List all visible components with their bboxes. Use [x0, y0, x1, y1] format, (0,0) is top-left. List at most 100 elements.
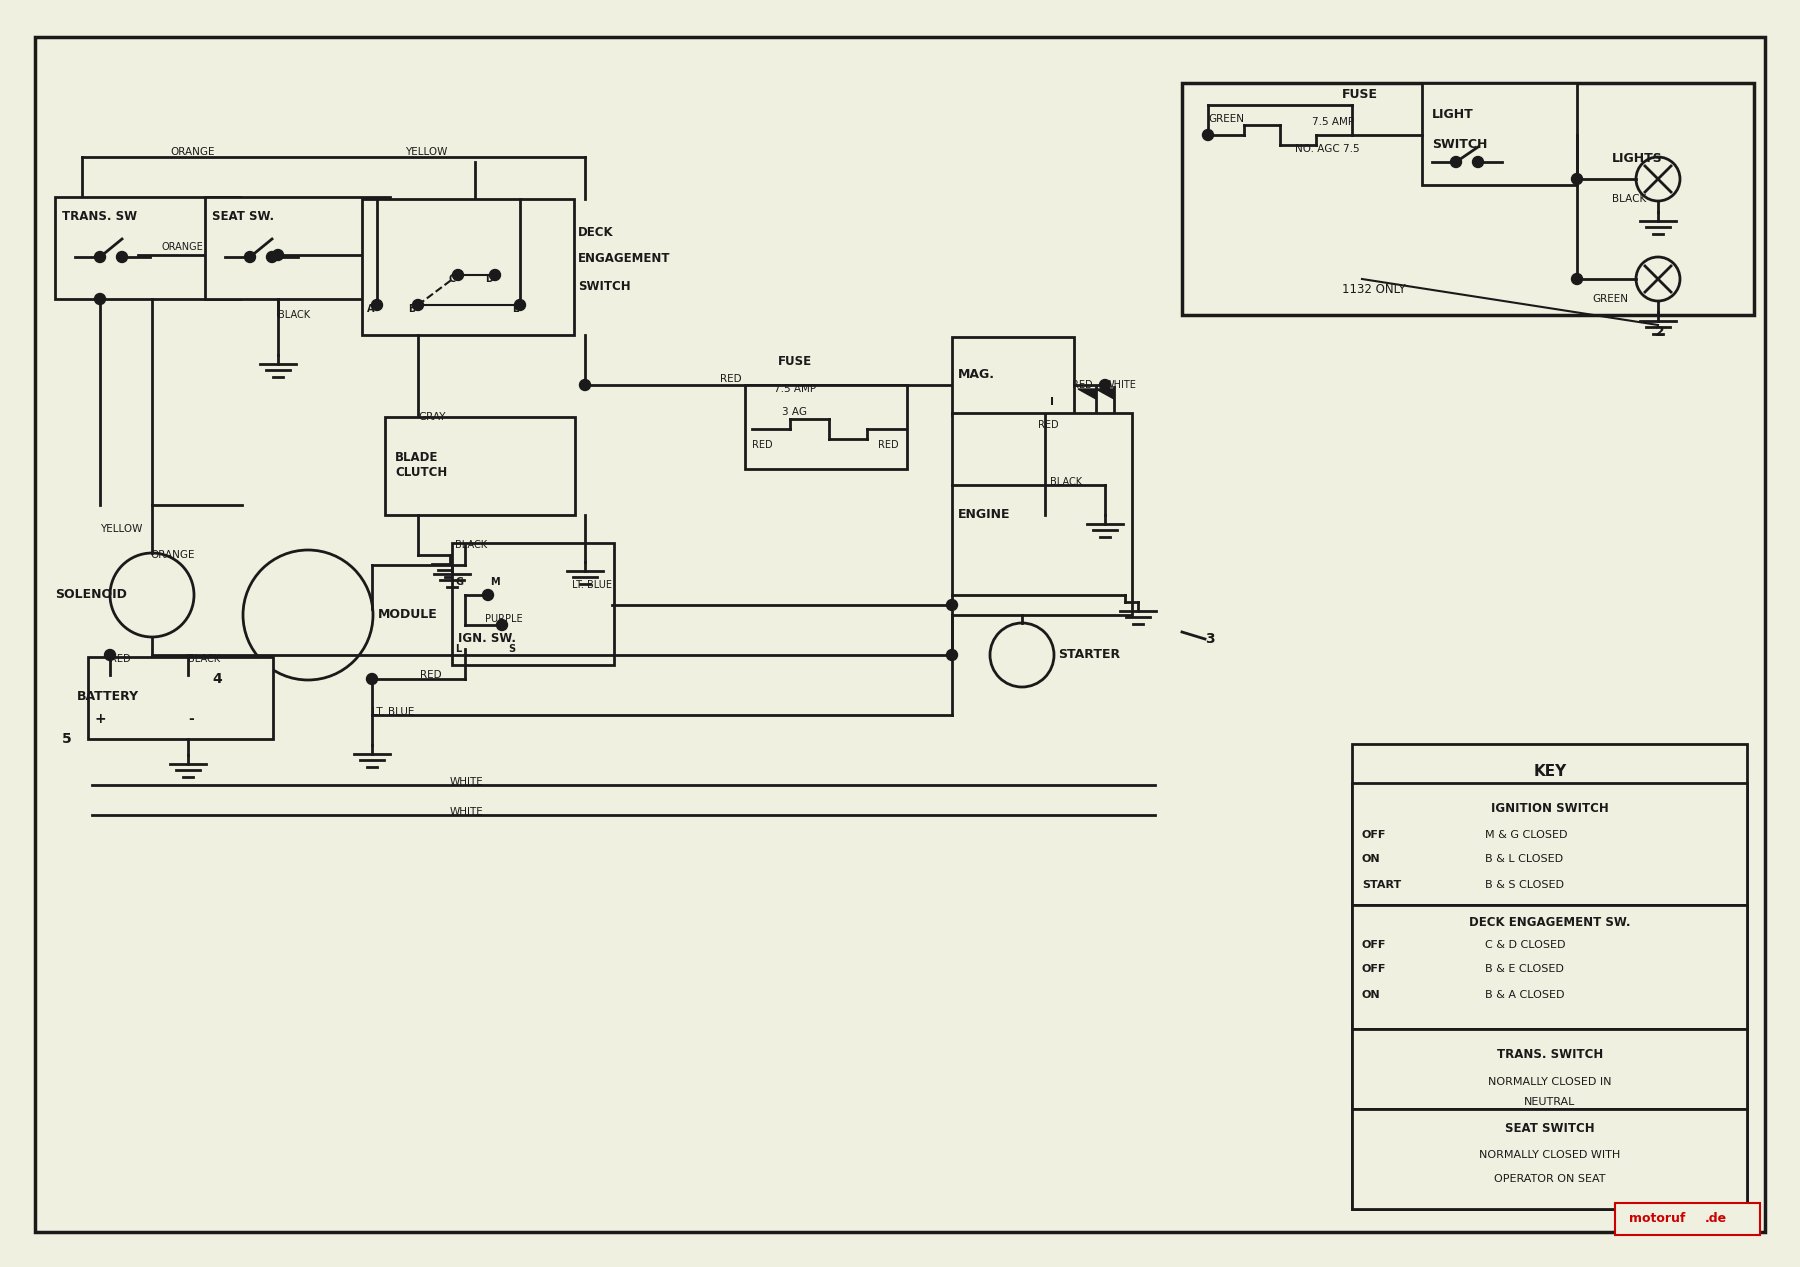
Circle shape — [117, 252, 128, 262]
Text: L: L — [455, 644, 461, 654]
Circle shape — [1571, 174, 1582, 185]
Text: OPERATOR ON SEAT: OPERATOR ON SEAT — [1494, 1175, 1606, 1183]
Text: B: B — [409, 304, 416, 314]
Bar — [1352, 905, 1748, 1029]
Text: STARTER: STARTER — [1058, 649, 1120, 661]
Text: SEAT SW.: SEAT SW. — [212, 210, 274, 223]
Circle shape — [1636, 157, 1679, 201]
Text: WHITE: WHITE — [1105, 380, 1138, 390]
Text: A: A — [367, 304, 374, 314]
Text: BLADE
CLUTCH: BLADE CLUTCH — [394, 451, 446, 479]
Circle shape — [1100, 380, 1111, 390]
Text: ENGINE: ENGINE — [958, 508, 1010, 522]
Circle shape — [452, 270, 464, 280]
Bar — [1352, 744, 1748, 1209]
Text: 5: 5 — [61, 732, 72, 746]
Text: RED: RED — [720, 374, 742, 384]
Circle shape — [947, 599, 958, 611]
Text: B & S CLOSED: B & S CLOSED — [1485, 881, 1564, 889]
Text: C: C — [448, 274, 455, 284]
Text: ON: ON — [1363, 854, 1381, 864]
Text: IGN. SW.: IGN. SW. — [457, 632, 517, 645]
Circle shape — [490, 270, 500, 280]
Circle shape — [94, 252, 106, 262]
Text: -: - — [187, 712, 194, 726]
Text: BLACK: BLACK — [187, 654, 220, 664]
Text: GREEN: GREEN — [1208, 114, 1244, 124]
Text: motoruf: motoruf — [1629, 1213, 1685, 1225]
Text: D: D — [484, 274, 493, 284]
Text: ORANGE: ORANGE — [162, 242, 203, 252]
Text: SWITCH: SWITCH — [578, 280, 630, 293]
Text: IGNITION SWITCH: IGNITION SWITCH — [1490, 802, 1609, 816]
Text: B & E CLOSED: B & E CLOSED — [1485, 964, 1564, 974]
Text: KEY: KEY — [1534, 764, 1566, 779]
Text: RED: RED — [110, 654, 131, 664]
Circle shape — [266, 252, 277, 262]
Circle shape — [497, 620, 508, 631]
Text: YELLOW: YELLOW — [405, 147, 448, 157]
Text: LIGHT: LIGHT — [1433, 109, 1474, 122]
Text: WHITE: WHITE — [450, 807, 484, 817]
Text: RED: RED — [878, 440, 898, 450]
Text: BLACK: BLACK — [277, 310, 310, 321]
Text: TRANS. SW: TRANS. SW — [61, 210, 137, 223]
Bar — [1183, 84, 1753, 315]
Bar — [1422, 84, 1577, 185]
Bar — [1615, 1202, 1760, 1235]
Text: 1132 ONLY: 1132 ONLY — [1343, 283, 1406, 295]
Text: G: G — [455, 576, 463, 587]
Text: B & L CLOSED: B & L CLOSED — [1485, 854, 1562, 864]
Text: 7.5 AMP: 7.5 AMP — [1312, 117, 1354, 127]
Circle shape — [1451, 157, 1462, 167]
Circle shape — [243, 550, 373, 680]
Text: NO. AGC 7.5: NO. AGC 7.5 — [1294, 144, 1359, 155]
Circle shape — [947, 650, 958, 660]
Text: PURPLE: PURPLE — [484, 614, 522, 625]
Circle shape — [412, 299, 423, 310]
Circle shape — [367, 674, 378, 684]
Circle shape — [1636, 257, 1679, 302]
Text: 4: 4 — [212, 672, 221, 685]
Text: M & G CLOSED: M & G CLOSED — [1485, 830, 1568, 840]
Polygon shape — [1096, 389, 1114, 399]
Text: DECK ENGAGEMENT SW.: DECK ENGAGEMENT SW. — [1469, 916, 1631, 929]
Text: MAG.: MAG. — [958, 369, 995, 381]
Text: NORMALLY CLOSED IN: NORMALLY CLOSED IN — [1489, 1077, 1611, 1087]
Bar — [385, 417, 574, 514]
Text: FUSE: FUSE — [778, 356, 812, 369]
Text: OFF: OFF — [1363, 830, 1386, 840]
Text: ORANGE: ORANGE — [149, 550, 194, 560]
Text: DECK: DECK — [578, 226, 614, 238]
Text: 3: 3 — [1204, 632, 1215, 646]
Text: BATTERY: BATTERY — [77, 691, 139, 703]
Bar — [452, 544, 614, 665]
Circle shape — [990, 623, 1055, 687]
Circle shape — [104, 650, 115, 660]
Text: SEAT SWITCH: SEAT SWITCH — [1505, 1123, 1595, 1135]
Text: LT. BLUE: LT. BLUE — [572, 580, 612, 590]
Text: OFF: OFF — [1363, 940, 1386, 950]
Text: WHITE: WHITE — [450, 777, 484, 787]
Text: GRAY: GRAY — [418, 412, 446, 422]
Circle shape — [580, 380, 590, 390]
Text: SOLENOID: SOLENOID — [56, 588, 126, 602]
Text: ENGAGEMENT: ENGAGEMENT — [578, 252, 670, 266]
Bar — [56, 196, 239, 299]
Bar — [1352, 1029, 1748, 1109]
Text: C & D CLOSED: C & D CLOSED — [1485, 940, 1566, 950]
Text: GREEN: GREEN — [1591, 294, 1627, 304]
Text: M: M — [490, 576, 500, 587]
Circle shape — [1202, 129, 1213, 141]
Circle shape — [515, 299, 526, 310]
Text: NORMALLY CLOSED WITH: NORMALLY CLOSED WITH — [1480, 1150, 1620, 1161]
Bar — [362, 199, 574, 334]
Text: 3 AG: 3 AG — [783, 407, 808, 417]
Text: B & A CLOSED: B & A CLOSED — [1485, 990, 1564, 1000]
Bar — [952, 337, 1075, 416]
Bar — [1352, 1109, 1748, 1209]
Text: YELLOW: YELLOW — [101, 525, 142, 533]
Text: NEUTRAL: NEUTRAL — [1525, 1097, 1575, 1107]
Text: LIGHTS: LIGHTS — [1613, 152, 1663, 166]
Text: ORANGE: ORANGE — [169, 147, 214, 157]
